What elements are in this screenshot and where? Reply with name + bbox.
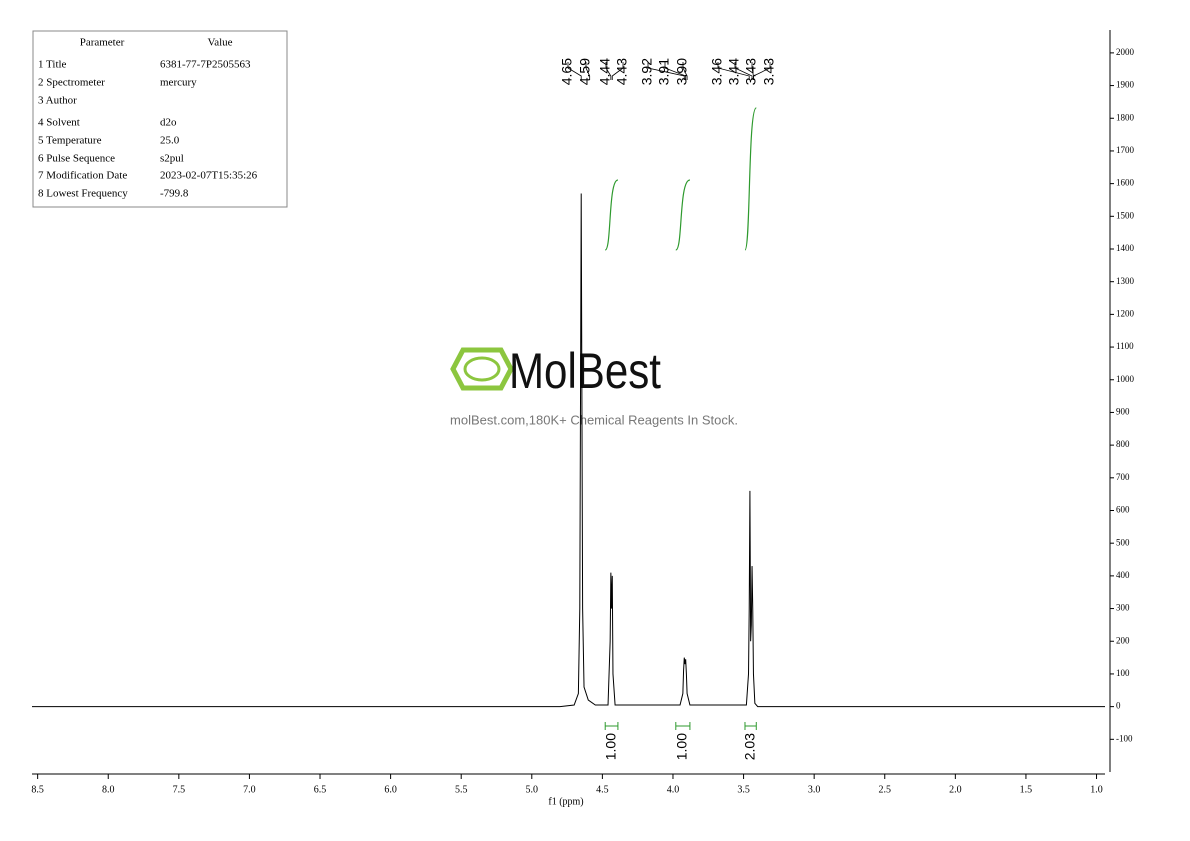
y-tick-label: 1100 (1116, 341, 1134, 351)
x-tick-label: 1.0 (1090, 784, 1103, 795)
tagline: molBest.com,180K+ Chemical Reagents In S… (450, 412, 738, 427)
table-border (32, 30, 288, 208)
table-cell: 8 Lowest Frequency (38, 188, 128, 200)
y-tick-label: 400 (1116, 570, 1130, 580)
peak-label: 4.59 (577, 58, 593, 85)
x-tick-label: 8.5 (31, 784, 44, 795)
integral-label: 1.00 (674, 733, 690, 760)
peak-connector (567, 62, 582, 80)
x-tick-label: 4.5 (596, 784, 609, 795)
x-tick-label: 4.0 (667, 784, 680, 795)
y-tick-label: 1400 (1116, 243, 1135, 253)
x-tick-label: 3.0 (808, 784, 821, 795)
peak-connector (605, 62, 612, 80)
brand: MolBest (509, 343, 661, 399)
table-cell: mercury (160, 77, 197, 89)
peak-connector (717, 62, 750, 80)
y-tick-label: 100 (1116, 668, 1130, 678)
y-tick-label: 1800 (1116, 112, 1135, 122)
peak-label: 3.46 (709, 58, 725, 85)
y-tick-label: 1300 (1116, 276, 1135, 286)
integral-label: 2.03 (741, 733, 757, 760)
y-tick-label: 1000 (1116, 374, 1135, 384)
integral-bracket (604, 722, 619, 730)
peak-label: 4.44 (597, 58, 613, 85)
y-tick-label: 700 (1116, 472, 1130, 482)
table-cell: 6 Pulse Sequence (38, 153, 115, 165)
spectrum (32, 193, 1105, 708)
y-tick-label: 0 (1116, 701, 1121, 711)
logo-hexagon (450, 347, 514, 391)
peak-label: 3.43 (743, 58, 759, 85)
integral-bracket (744, 722, 757, 730)
table-header: Parameter (80, 37, 125, 49)
y-tick-label: 1200 (1116, 308, 1135, 318)
y-tick-label: -100 (1116, 733, 1133, 743)
peak-label: 3.90 (674, 58, 690, 85)
y-tick-label: 1700 (1116, 145, 1135, 155)
peak-connector (611, 62, 624, 80)
table-cell: 6381-77-7P2505563 (160, 59, 251, 71)
table-cell: 3 Author (38, 95, 77, 107)
watermark: MolBest molBest.com,180K+ Chemical Reage… (450, 343, 738, 427)
table-cell: 5 Temperature (38, 135, 102, 147)
integral-curve (604, 179, 619, 251)
table-header: Value (207, 37, 232, 49)
x-tick-label: 3.5 (737, 784, 750, 795)
y-tick-label: 1900 (1116, 80, 1135, 90)
table-cell: d2o (160, 117, 177, 129)
x-tick-label: 7.5 (173, 784, 186, 795)
integral-bracket (675, 722, 691, 730)
integral-label: 1.00 (602, 733, 618, 760)
x-tick-label: 5.5 (455, 784, 468, 795)
x-axis-label: f1 (ppm) (548, 796, 583, 807)
table-cell: 25.0 (160, 135, 180, 147)
peak-label: 3.92 (639, 58, 655, 85)
table-cell: s2pul (160, 153, 184, 165)
table-cell: -799.8 (160, 188, 189, 200)
x-tick-label: 2.0 (949, 784, 962, 795)
peak-connector (753, 62, 771, 80)
peak-label: 3.44 (726, 58, 742, 85)
y-tick-label: 600 (1116, 505, 1130, 515)
peak-connector (585, 62, 591, 80)
y-tick-label: 1500 (1116, 210, 1135, 220)
x-tick-label: 5.0 (526, 784, 539, 795)
y-tick-label: 800 (1116, 439, 1130, 449)
table-cell: 4 Solvent (38, 117, 80, 129)
peak-label: 3.43 (761, 58, 777, 85)
peak-label: 4.65 (559, 58, 575, 85)
peak-label: 4.43 (614, 58, 630, 85)
y-tick-label: 1600 (1116, 178, 1135, 188)
x-tick-label: 6.0 (384, 784, 397, 795)
table-cell: 1 Title (38, 59, 67, 71)
y-tick-label: 200 (1116, 635, 1130, 645)
peak-connector (682, 62, 688, 80)
table-cell: 7 Modification Date (38, 170, 127, 182)
peak-connector (647, 62, 685, 80)
integral-curve (675, 179, 691, 251)
y-tick-label: 300 (1116, 603, 1130, 613)
x-tick-label: 8.0 (102, 784, 115, 795)
peak-label: 3.91 (656, 58, 672, 85)
x-tick-label: 2.5 (879, 784, 892, 795)
peak-connector (734, 62, 753, 80)
x-tick-label: 7.0 (243, 784, 256, 795)
y-tick-label: 900 (1116, 407, 1130, 417)
table-cell: 2023-02-07T15:35:26 (160, 170, 258, 182)
integral-curve (744, 107, 757, 251)
peak-connector (664, 62, 687, 80)
y-tick-label: 500 (1116, 537, 1130, 547)
y-tick-label: 2000 (1116, 47, 1135, 57)
table-cell: 2 Spectrometer (38, 77, 105, 89)
logo-ring (463, 356, 501, 382)
x-tick-label: 6.5 (314, 784, 327, 795)
x-tick-label: 1.5 (1020, 784, 1033, 795)
